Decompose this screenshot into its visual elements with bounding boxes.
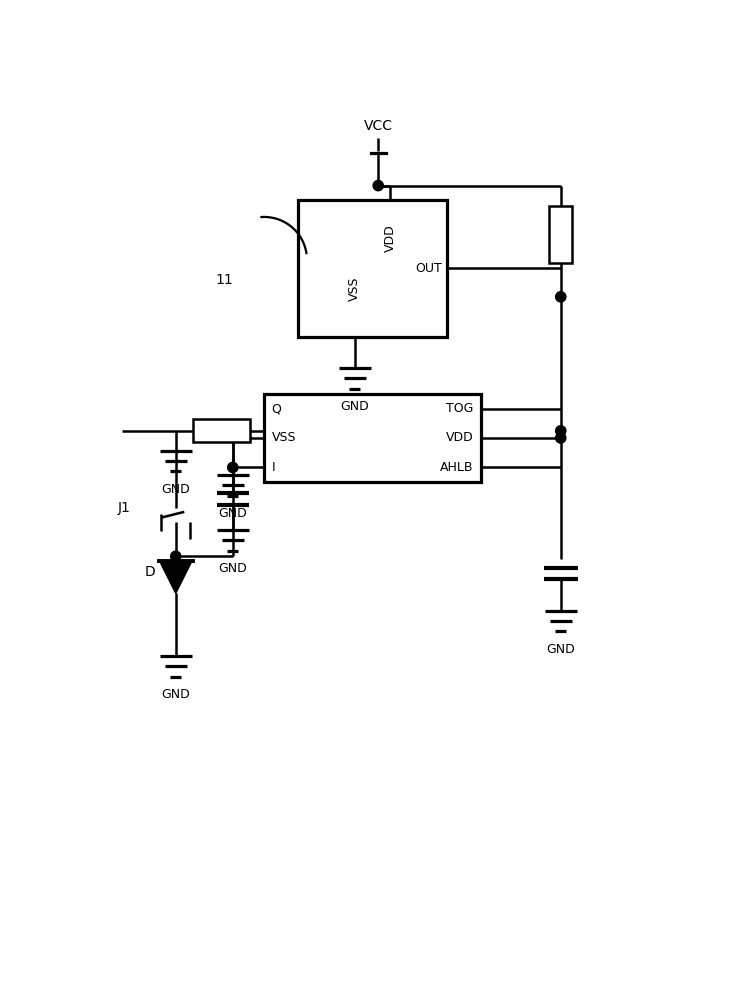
Text: D: D [145, 565, 156, 579]
Text: VSS: VSS [272, 431, 296, 444]
Text: VCC: VCC [364, 119, 393, 133]
Text: VDD: VDD [384, 224, 397, 252]
Circle shape [556, 433, 566, 443]
Bar [298, 200, 446, 337]
Text: OUT: OUT [415, 262, 442, 275]
Circle shape [556, 426, 566, 436]
Text: VDD: VDD [446, 431, 474, 444]
Text: AHLB: AHLB [440, 461, 474, 474]
Bar [193, 419, 250, 442]
Polygon shape [159, 561, 192, 593]
Text: TOG: TOG [446, 402, 474, 415]
Text: J1: J1 [118, 501, 131, 515]
Text: Q: Q [272, 402, 281, 415]
Text: GND: GND [340, 400, 369, 413]
Bar [549, 206, 572, 263]
Circle shape [227, 462, 238, 473]
Text: GND: GND [218, 507, 247, 520]
Circle shape [373, 180, 383, 191]
Circle shape [170, 551, 181, 561]
Text: I: I [272, 461, 275, 474]
Bar [264, 394, 481, 482]
Text: GND: GND [218, 562, 247, 575]
Text: GND: GND [162, 688, 190, 701]
Text: 11: 11 [215, 273, 233, 287]
Text: GND: GND [162, 483, 190, 496]
Text: GND: GND [546, 643, 575, 656]
Text: VSS: VSS [348, 277, 361, 301]
Circle shape [556, 292, 566, 302]
